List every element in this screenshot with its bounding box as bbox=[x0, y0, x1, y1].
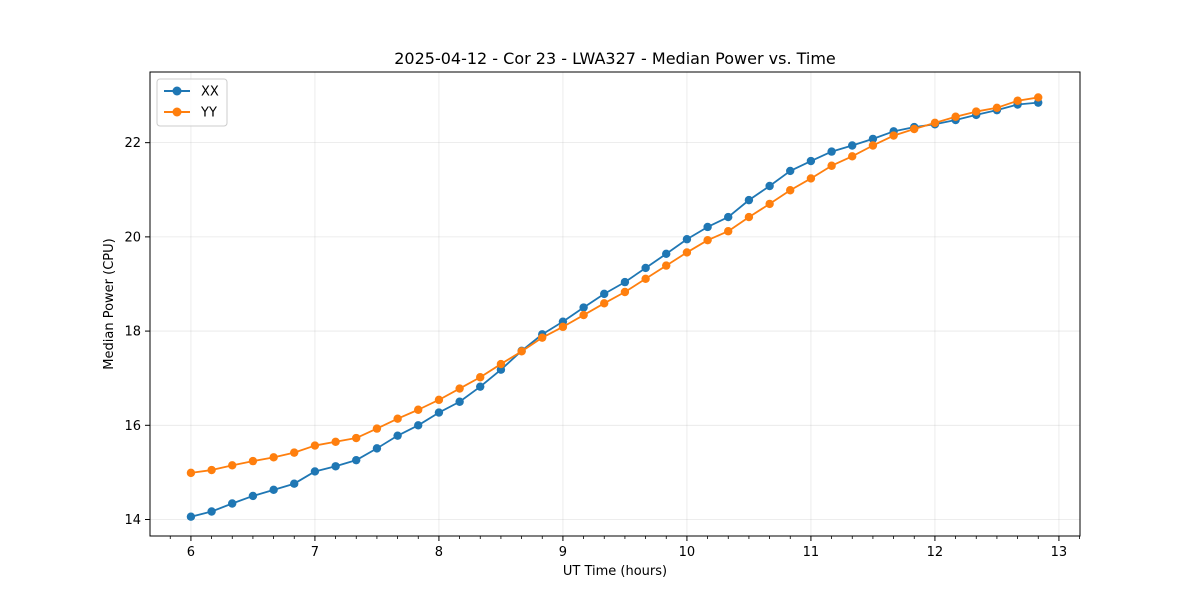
data-point-xx bbox=[393, 431, 402, 440]
data-point-xx bbox=[434, 408, 444, 417]
data-point-xx bbox=[620, 277, 630, 287]
data-point-xx bbox=[579, 303, 588, 312]
data-point-yy bbox=[248, 456, 258, 466]
data-point-xx bbox=[600, 289, 609, 299]
data-point-yy bbox=[868, 141, 878, 150]
plot-frame bbox=[149, 71, 1081, 537]
data-point-yy bbox=[930, 118, 940, 128]
data-point-yy bbox=[517, 347, 526, 356]
legend-label-xx: XX bbox=[201, 85, 219, 100]
x-axis-label: UT Time (hours) bbox=[563, 564, 667, 579]
data-point-yy bbox=[724, 227, 733, 236]
data-point-xx bbox=[414, 421, 423, 430]
y-axis-label: Median Power (CPU) bbox=[102, 238, 117, 369]
y-tick-label: 22 bbox=[124, 136, 141, 151]
data-point-xx bbox=[744, 195, 754, 205]
data-point-yy bbox=[992, 103, 1002, 113]
data-point-yy bbox=[848, 152, 857, 161]
data-point-yy bbox=[476, 373, 485, 382]
data-point-yy bbox=[228, 461, 237, 470]
data-point-yy bbox=[290, 448, 299, 457]
data-point-yy bbox=[372, 424, 382, 433]
data-point-yy bbox=[827, 161, 836, 170]
series-layer bbox=[186, 93, 1043, 521]
data-point-xx bbox=[352, 455, 361, 465]
data-point-yy bbox=[703, 235, 712, 245]
data-point-xx bbox=[476, 382, 485, 391]
legend-marker-yy bbox=[172, 107, 182, 117]
data-point-yy bbox=[414, 405, 423, 414]
data-point-xx bbox=[868, 134, 878, 144]
axis-ticks: 6 7 8 9 10 11 12 13 14 16 18 20 22 bbox=[124, 136, 1080, 560]
chart-title: 2025-04-12 - Cor 23 - LWA327 - Median Po… bbox=[394, 49, 836, 68]
data-point-xx bbox=[641, 263, 650, 273]
series-yy bbox=[186, 93, 1043, 478]
data-point-yy bbox=[352, 433, 361, 443]
x-tick-label: 13 bbox=[1051, 545, 1068, 560]
data-point-yy bbox=[951, 112, 960, 121]
data-point-yy bbox=[579, 310, 588, 320]
data-point-yy bbox=[641, 274, 650, 283]
data-point-yy bbox=[558, 322, 568, 332]
data-point-xx bbox=[806, 156, 816, 166]
data-point-yy bbox=[972, 107, 981, 116]
data-point-xx bbox=[331, 462, 340, 471]
data-point-yy bbox=[910, 124, 919, 134]
x-tick-label: 8 bbox=[435, 545, 443, 560]
data-point-xx bbox=[310, 467, 320, 476]
data-point-xx bbox=[290, 479, 299, 488]
x-tick-label: 7 bbox=[311, 545, 319, 560]
x-tick-label: 10 bbox=[679, 545, 696, 560]
data-point-xx bbox=[186, 512, 196, 521]
data-point-yy bbox=[662, 261, 671, 270]
data-point-xx bbox=[848, 141, 857, 150]
data-point-xx bbox=[724, 212, 733, 222]
data-point-yy bbox=[538, 333, 547, 342]
x-tick-label: 11 bbox=[803, 545, 820, 560]
legend-marker-xx bbox=[172, 86, 182, 96]
data-point-xx bbox=[786, 166, 795, 176]
data-point-yy bbox=[620, 287, 630, 297]
data-point-yy bbox=[682, 248, 692, 257]
data-point-xx bbox=[228, 499, 237, 508]
data-point-yy bbox=[310, 441, 320, 450]
y-tick-label: 18 bbox=[124, 325, 141, 340]
y-tick-label: 16 bbox=[124, 419, 141, 434]
data-point-yy bbox=[496, 359, 506, 369]
data-point-yy bbox=[269, 453, 278, 462]
x-tick-label: 9 bbox=[559, 545, 567, 560]
data-point-yy bbox=[1013, 96, 1022, 105]
data-point-yy bbox=[393, 414, 402, 423]
data-point-yy bbox=[434, 395, 444, 405]
data-point-yy bbox=[455, 384, 464, 393]
data-point-yy bbox=[186, 468, 196, 478]
data-point-yy bbox=[744, 212, 754, 222]
data-point-xx bbox=[455, 397, 464, 406]
data-point-xx bbox=[682, 235, 692, 244]
data-point-xx bbox=[207, 507, 216, 516]
legend: XX YY bbox=[156, 78, 228, 127]
data-point-yy bbox=[889, 131, 898, 140]
y-tick-label: 20 bbox=[124, 230, 141, 245]
data-point-yy bbox=[765, 199, 774, 209]
data-point-xx bbox=[662, 249, 671, 259]
grid bbox=[150, 72, 1080, 536]
data-point-xx bbox=[765, 181, 774, 191]
data-point-yy bbox=[600, 299, 609, 308]
x-tick-label: 6 bbox=[187, 545, 195, 560]
x-tick-label: 12 bbox=[927, 545, 944, 560]
data-point-yy bbox=[1034, 93, 1043, 102]
y-tick-label: 14 bbox=[124, 513, 141, 528]
data-point-yy bbox=[207, 465, 216, 475]
data-point-xx bbox=[248, 491, 258, 501]
data-point-xx bbox=[703, 222, 712, 232]
data-point-xx bbox=[269, 485, 278, 495]
legend-label-yy: YY bbox=[200, 106, 217, 121]
data-point-yy bbox=[806, 174, 816, 183]
data-point-xx bbox=[372, 444, 382, 453]
data-point-yy bbox=[331, 437, 340, 446]
data-point-yy bbox=[786, 186, 795, 195]
data-point-xx bbox=[827, 147, 836, 156]
